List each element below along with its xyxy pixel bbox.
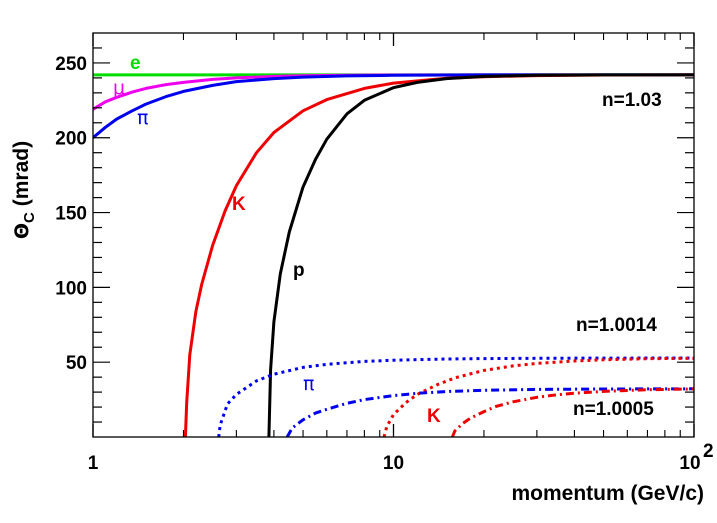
x-tick-label: 10: [383, 453, 404, 474]
y-axis-label-symbol: Θ: [11, 223, 33, 239]
y-tick-label: 150: [55, 204, 87, 225]
x-tick-label: 1: [88, 453, 99, 474]
x-tick-label-exponent: 2: [703, 441, 714, 462]
series-line-K-1.03: [183, 73, 694, 437]
y-tick-label: 100: [55, 278, 87, 299]
annotation-label: π: [303, 373, 314, 395]
series-layer: [93, 73, 694, 437]
series-line-p-1.03: [267, 73, 694, 437]
annotation-label: p: [293, 260, 305, 281]
series-line-pi-1.0005: [285, 387, 694, 437]
annotation-label: n=1.03: [602, 90, 662, 111]
annotation-label: n=1.0014: [576, 315, 657, 336]
y-tick-label: 200: [55, 129, 87, 150]
y-tick-label: 50: [66, 353, 87, 374]
y-tick-label: 250: [55, 54, 87, 75]
y-axis-label-unit: (mrad): [10, 141, 33, 212]
y-axis-label: ΘC (mrad): [10, 141, 38, 239]
series-line-pi-1.0014: [217, 356, 694, 437]
y-axis-label-subscript: C: [21, 212, 38, 223]
annotation-label: n=1.0005: [573, 399, 654, 420]
x-axis-label: momentum (GeV/c): [511, 482, 704, 505]
series-line-pi-1.03: [93, 73, 694, 139]
annotation-label: K: [427, 406, 441, 427]
annotation-label: e: [130, 53, 141, 74]
annotation-label: π: [137, 107, 148, 129]
annotation-label: μ: [113, 77, 125, 99]
series-line-K-1.0005: [451, 387, 694, 437]
x-tick-label: 10: [679, 453, 700, 474]
annotation-label: K: [232, 194, 246, 215]
